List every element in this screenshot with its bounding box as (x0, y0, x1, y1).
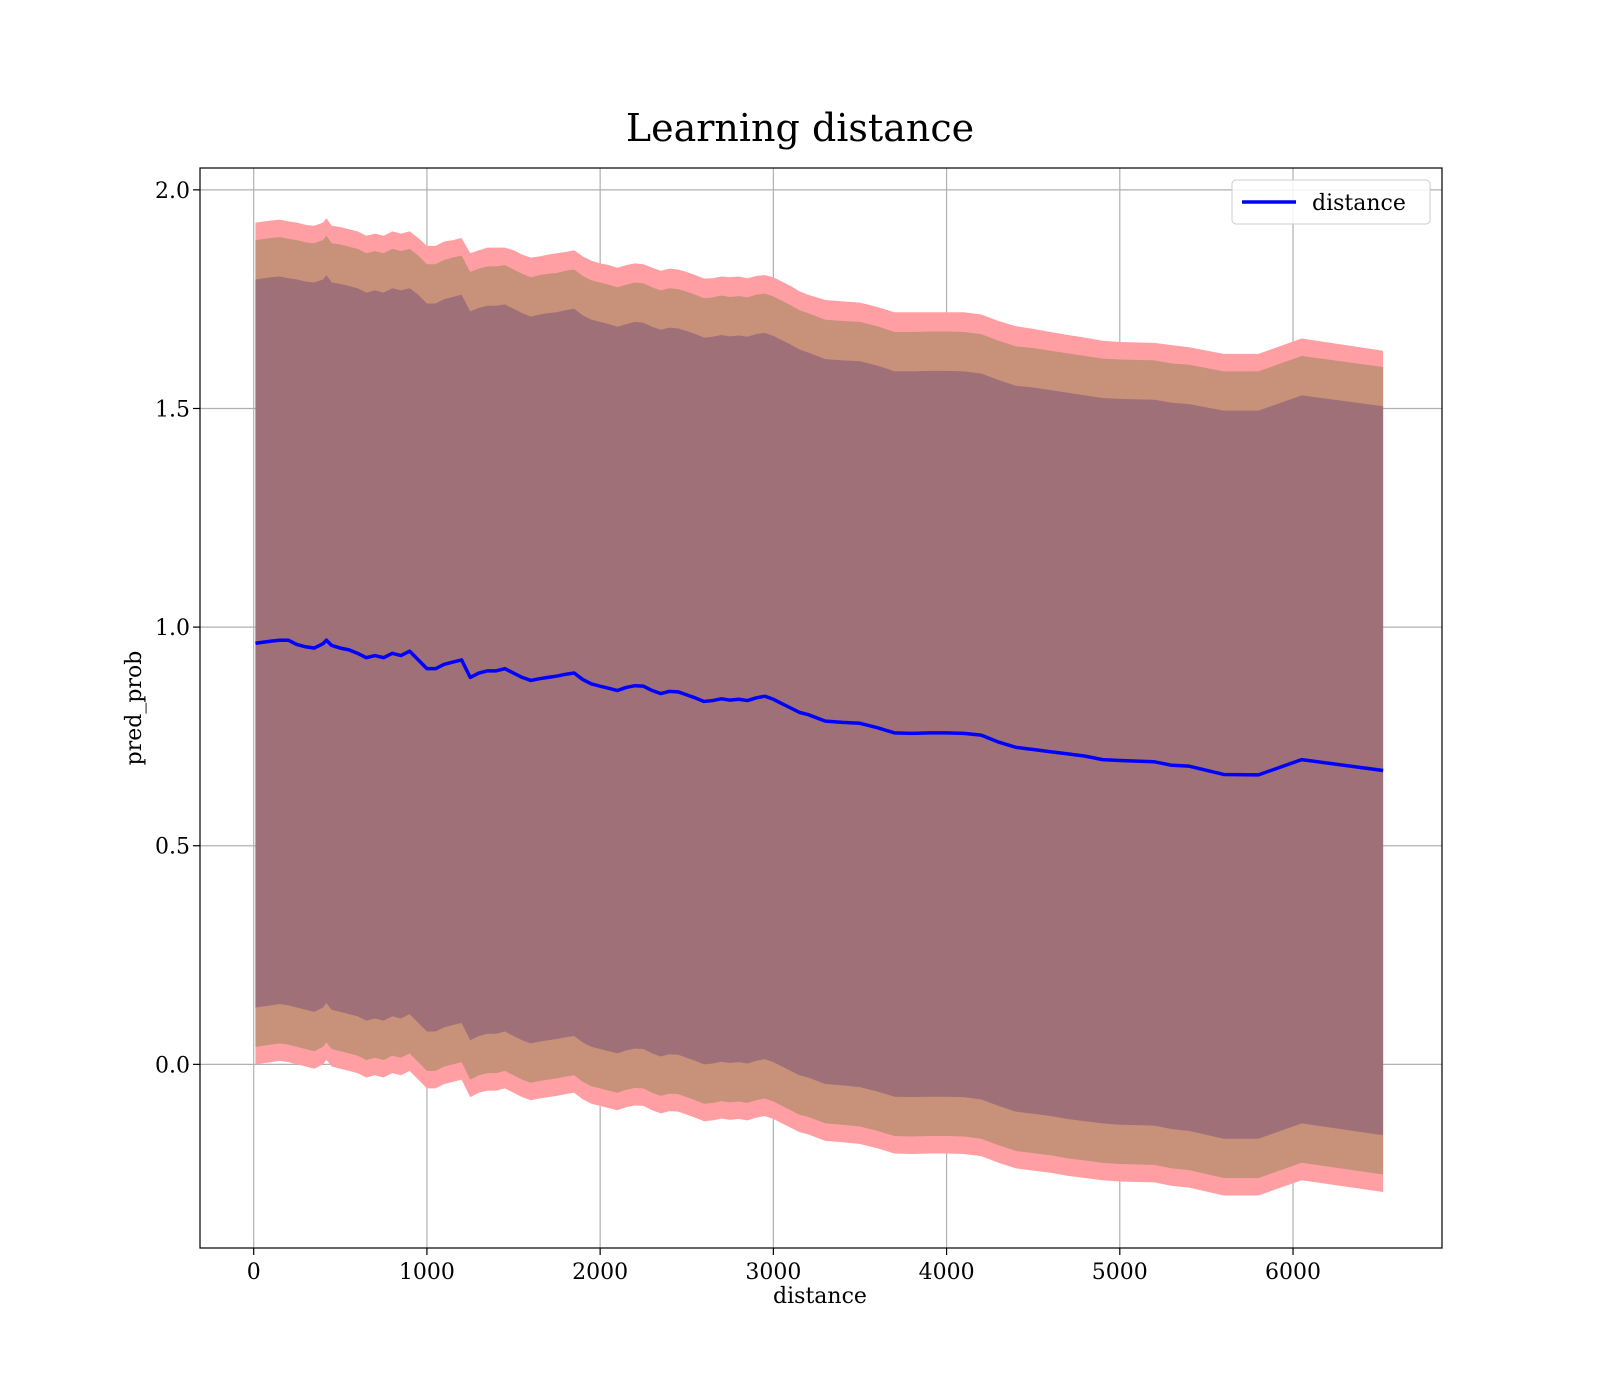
y-tick-label: 0.5 (155, 835, 190, 860)
x-tick-label: 2000 (572, 1260, 628, 1285)
x-tick-label: 1000 (399, 1260, 455, 1285)
legend-box (1231, 179, 1431, 225)
plot-area: 0 1000 2000 3000 4000 5000 6000 0.0 0.5 1.0 1.5 2.0… (155, 167, 1443, 1285)
chart-title: Learning distance (626, 106, 974, 150)
legend-label: distance (1312, 191, 1406, 216)
axis-ticks: 0 1000 2000 3000 4000 5000 6000 0.0 0.5 1.0 1.5 2.0 (155, 179, 1321, 1285)
series-line-distance (255, 638, 1384, 777)
x-tick-label: 6000 (1265, 1260, 1321, 1285)
plot-frame (199, 167, 1443, 1249)
y-tick-label: 1.0 (155, 616, 190, 641)
x-tick-label: 4000 (919, 1260, 975, 1285)
y-tick-label: 1.5 (155, 397, 190, 422)
x-tick-label: 3000 (745, 1260, 801, 1285)
y-tick-label: 0.0 (155, 1053, 190, 1078)
y-tick-label: 2.0 (155, 179, 190, 204)
x-tick-label: 0 (247, 1260, 261, 1285)
confidence-bands (255, 218, 1384, 1196)
band-inner (255, 275, 1384, 1139)
y-axis-label: pred_prob (122, 651, 147, 766)
x-tick-label: 5000 (1092, 1260, 1148, 1285)
x-axis-label: distance (773, 1284, 867, 1309)
legend: distance (1231, 179, 1431, 225)
